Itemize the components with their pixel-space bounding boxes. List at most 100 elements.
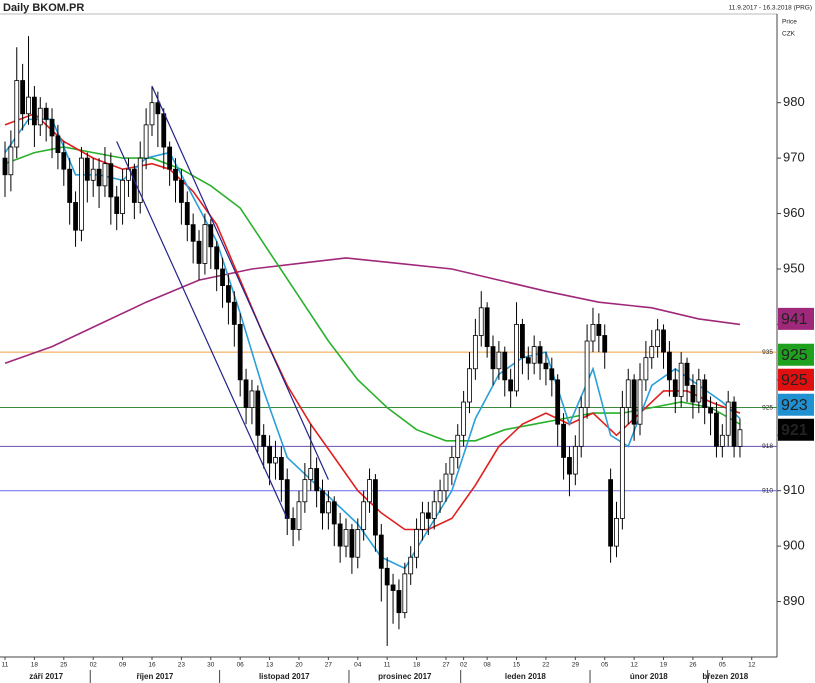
candle-body (690, 384, 696, 403)
candle-body (226, 285, 231, 303)
currency-label: CZK (782, 31, 796, 38)
x-tick-label: 12 (748, 662, 756, 669)
candle-body (37, 107, 43, 126)
candle-body (190, 224, 196, 242)
x-tick-label: 02 (90, 662, 98, 669)
last-value-label: 921 (781, 422, 808, 439)
candle-body (73, 202, 78, 231)
candle-body (161, 113, 167, 148)
candle-body (90, 168, 96, 181)
candle-body (120, 179, 125, 214)
candle-body (114, 196, 120, 214)
candle-body (178, 179, 184, 203)
last-value-box (778, 393, 814, 416)
y-tick-label: 970 (783, 150, 805, 165)
candle-body (355, 529, 361, 558)
x-tick-label: 26 (689, 662, 697, 669)
x-tick-label: 29 (572, 662, 580, 669)
candle-body (273, 457, 278, 464)
candle-body (408, 556, 414, 575)
candle-body (184, 202, 190, 226)
candle-body (284, 479, 290, 519)
last-value-label: 941 (781, 311, 808, 328)
x-tick-label: 22 (542, 662, 550, 669)
candle-body (484, 307, 490, 347)
x-tick-label: 09 (119, 662, 127, 669)
candle-body (696, 379, 702, 403)
candle-body (525, 357, 531, 364)
x-tick-label: 04 (354, 662, 362, 669)
candle-body (361, 501, 367, 530)
candle-body (661, 329, 666, 353)
candle-body (396, 590, 402, 614)
candle-body (349, 529, 355, 558)
candle-body (290, 518, 296, 530)
candle-body (31, 96, 37, 126)
candle-body (84, 157, 90, 181)
candle-body (61, 152, 67, 170)
candle-body (320, 490, 325, 514)
candle-body (43, 107, 49, 120)
candle-body (667, 351, 672, 381)
candle-body (220, 268, 225, 287)
candle-body (455, 434, 461, 458)
candle-body (367, 479, 372, 503)
candle-body (249, 390, 255, 408)
x-tick-label: 15 (513, 662, 521, 669)
month-label: prosinec 2017 (378, 672, 432, 681)
last-value-label: 925 (781, 372, 808, 389)
candle-body (378, 534, 384, 569)
candle-body (8, 146, 14, 176)
candle-body (596, 324, 602, 336)
candle-body (684, 362, 690, 386)
candle-body (373, 479, 378, 536)
x-tick-label: 13 (266, 662, 274, 669)
candle-body (561, 423, 566, 458)
candle-body (278, 457, 284, 481)
candle-body (243, 379, 249, 408)
candle-body (437, 490, 443, 503)
candle-body (14, 80, 20, 148)
x-tick-label: 27 (325, 662, 333, 669)
candle-body (590, 324, 596, 342)
candle-body (337, 523, 343, 547)
x-tick-label: 11 (2, 662, 9, 669)
candle-body (20, 80, 26, 115)
y-axis-label: Price (782, 19, 797, 26)
candle-body (237, 324, 243, 381)
candle-body (331, 501, 337, 525)
candle-body (431, 501, 437, 519)
candle-body (296, 501, 302, 530)
candle-body (79, 157, 84, 231)
candle-body (443, 473, 449, 492)
candle-body (508, 379, 514, 392)
candle-body (384, 567, 390, 586)
candle-body (96, 168, 102, 187)
x-tick-label: 25 (60, 662, 68, 669)
candle-body (202, 224, 208, 264)
moving-average-line (4, 257, 741, 364)
y-tick-label: 900 (783, 538, 805, 553)
candle-body (572, 445, 578, 475)
chart-title: Daily BKOM.PR (3, 2, 84, 14)
candle-body (108, 163, 114, 198)
candle-body (643, 357, 649, 381)
candle-body (149, 102, 155, 126)
candle-body (614, 518, 619, 547)
x-tick-label: 11 (384, 662, 391, 669)
last-value-box (778, 307, 814, 330)
candle-body (725, 401, 731, 436)
y-tick-label: 960 (783, 205, 805, 220)
candle-body (555, 379, 561, 425)
x-tick-label: 05 (719, 662, 727, 669)
level-label: 910 (762, 487, 773, 494)
candle-body (461, 401, 467, 436)
candle-body (719, 434, 725, 447)
last-value-box (778, 368, 814, 391)
candle-body (402, 573, 408, 614)
candle-body (619, 407, 625, 519)
candle-body (449, 457, 455, 475)
candle-body (308, 468, 314, 481)
candle-body (126, 168, 131, 181)
